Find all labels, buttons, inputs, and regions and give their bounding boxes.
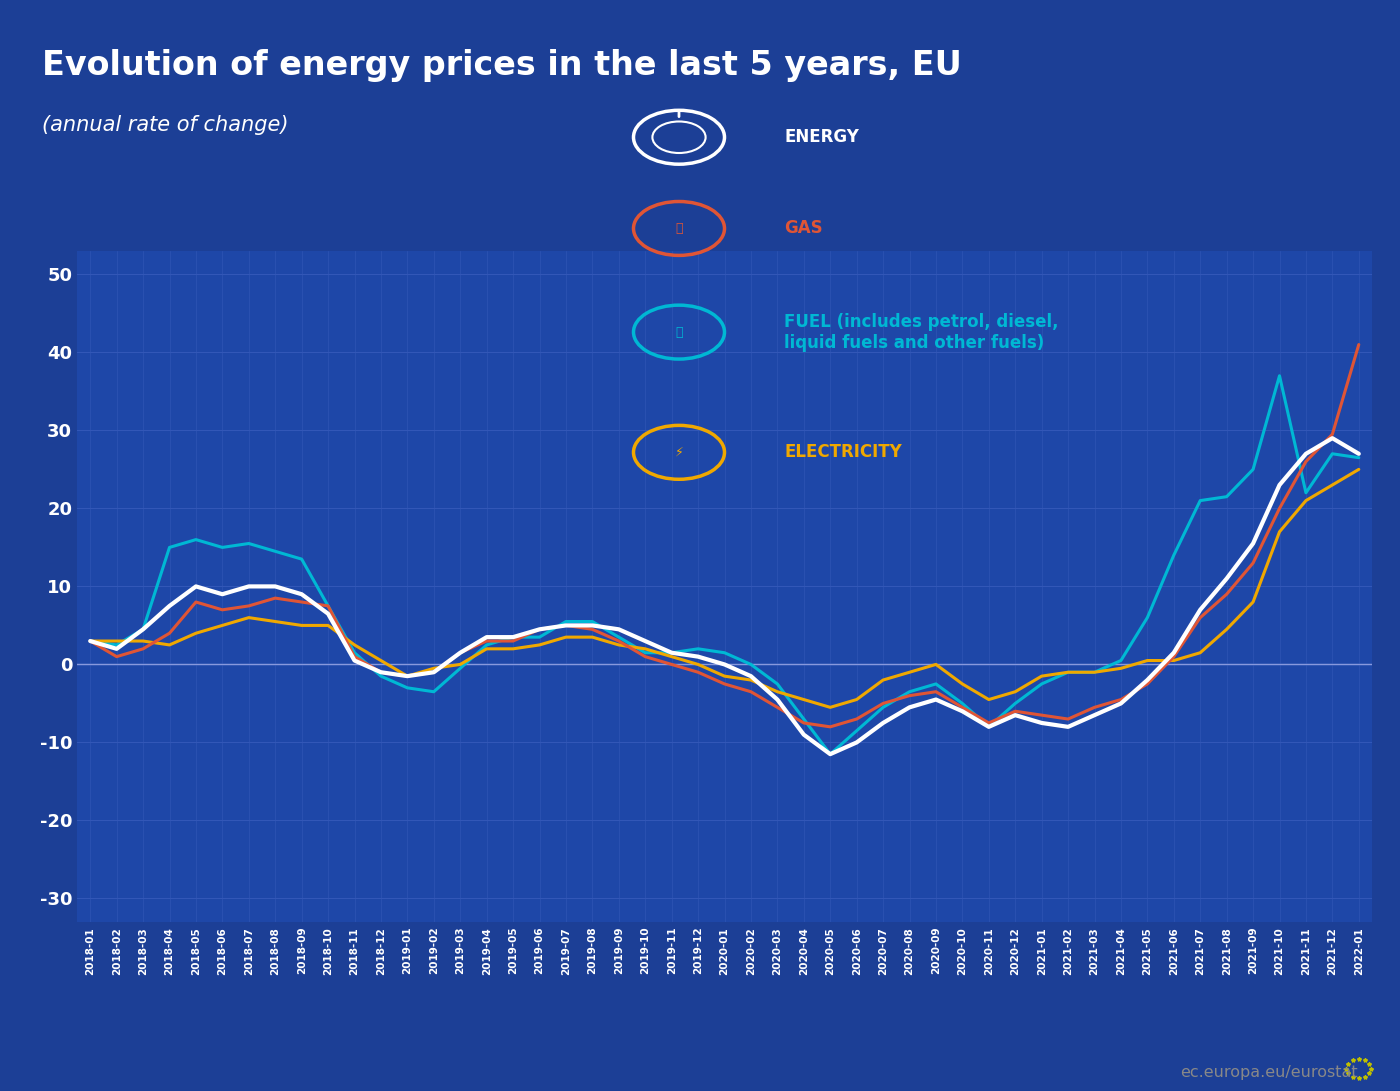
Text: ⚡: ⚡ (675, 446, 683, 459)
Text: FUEL (includes petrol, diesel,
liquid fuels and other fuels): FUEL (includes petrol, diesel, liquid fu… (784, 313, 1058, 351)
Text: 💧: 💧 (675, 325, 683, 338)
Text: ENERGY: ENERGY (784, 129, 858, 146)
Text: 🔥: 🔥 (675, 221, 683, 235)
Text: ec.europa.eu/eurostat: ec.europa.eu/eurostat (1180, 1065, 1358, 1080)
Text: GAS: GAS (784, 219, 823, 238)
Text: Evolution of energy prices in the last 5 years, EU: Evolution of energy prices in the last 5… (42, 49, 962, 82)
Text: ELECTRICITY: ELECTRICITY (784, 443, 902, 461)
Text: (annual rate of change): (annual rate of change) (42, 115, 288, 134)
